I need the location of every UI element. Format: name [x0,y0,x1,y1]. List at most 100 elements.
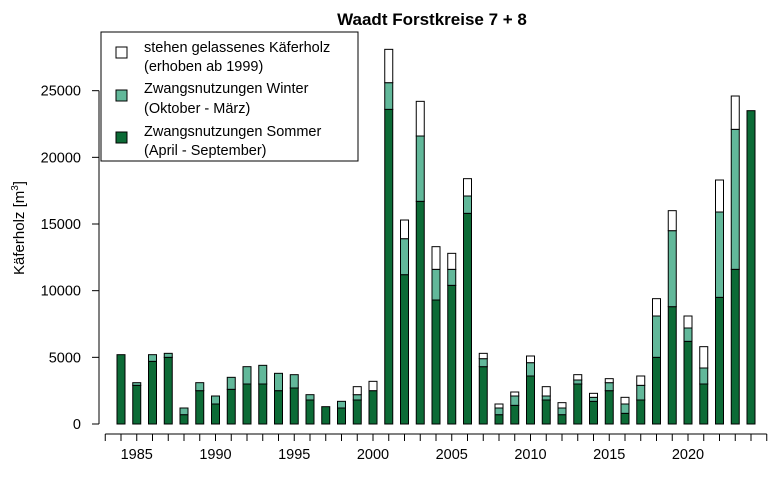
bar-standing-2016 [620,396,630,405]
bar-summer-1999 [352,399,362,425]
bar-summer-1998 [337,407,346,425]
bar-winter-2008 [494,407,504,416]
bar-summer-2013 [573,383,583,425]
bar-summer-2002 [400,274,409,425]
bar-winter-2011 [541,395,551,401]
legend-label-summer-line1: Zwangsnutzungen Sommer [144,124,321,140]
legend: stehen gelassenes Käferholz (erhoben ab … [100,31,359,162]
bar-winter-1999 [352,394,362,401]
bar-winter-2009 [510,395,520,406]
bar-summer-1990 [211,403,220,425]
x-tick-label-2015: 2015 [593,447,625,463]
y-tick-label-10000: 10000 [41,284,81,300]
bar-standing-2014 [589,392,598,398]
bar-winter-2007 [478,358,488,368]
legend-swatch-summer [115,131,128,144]
bar-winter-1991 [226,376,236,390]
bar-summer-2021 [699,383,709,425]
bar-standing-2008 [494,403,504,409]
bar-winter-2004 [431,268,441,301]
x-tick-label-1995: 1995 [278,447,310,463]
bar-summer-1987 [163,356,173,425]
bar-summer-2011 [541,399,551,425]
bar-summer-2000 [368,390,378,425]
bar-summer-2023 [730,268,740,425]
bar-winter-2001 [384,82,394,110]
bar-summer-1985 [132,384,142,425]
bar-winter-1993 [258,364,268,385]
bar-summer-2006 [463,212,472,425]
x-tick-label-2020: 2020 [672,447,704,463]
y-tick-label-20000: 20000 [41,150,81,166]
bar-summer-1997 [321,406,331,425]
x-tick-label-2005: 2005 [436,447,468,463]
bar-standing-2023 [730,95,740,130]
bar-summer-2017 [636,399,646,425]
x-tick-label-2010: 2010 [514,447,546,463]
bar-standing-2001 [384,48,394,84]
bar-winter-2013 [573,379,583,385]
bar-summer-1995 [289,387,299,425]
bar-summer-2010 [526,375,535,425]
bar-standing-2017 [636,375,646,386]
bar-series-group [116,48,756,425]
y-tick-label-5000: 5000 [49,350,81,366]
bar-winter-1994 [274,372,283,392]
bar-standing-2021 [699,346,709,369]
bar-summer-2003 [415,200,425,425]
y-axis-label-main: Käferholz [m [11,191,28,275]
bar-winter-2022 [715,211,724,298]
bar-summer-2024 [746,110,756,425]
bar-winter-2005 [447,268,457,286]
bar-winter-2012 [557,407,567,416]
legend-box [100,31,359,162]
bar-summer-1984 [116,354,126,425]
bar-winter-2003 [415,135,425,202]
bar-summer-2014 [589,400,598,425]
bar-winter-2020 [683,327,693,342]
bar-winter-1988 [179,407,189,416]
bar-standing-2000 [368,380,378,392]
x-tick-label-1990: 1990 [199,447,231,463]
bar-summer-2001 [384,108,394,425]
bar-winter-2002 [400,238,409,276]
bar-standing-2011 [541,386,551,397]
bar-standing-2002 [400,219,409,240]
y-axis-label-end: ] [11,181,28,185]
bar-standing-2009 [510,391,520,397]
y-axis-label: Käferholz [m3] [10,181,28,275]
bar-summer-2012 [557,414,567,425]
bar-winter-2014 [589,396,598,402]
x-tick-label-2000: 2000 [357,447,389,463]
bar-standing-2003 [415,100,425,137]
bar-summer-1991 [226,388,236,425]
y-tick-label-25000: 25000 [41,84,81,100]
bar-winter-1990 [211,395,220,405]
bar-winter-2006 [463,195,472,214]
bar-winter-2010 [526,362,535,377]
bar-winter-1995 [289,374,299,389]
bar-winter-1985 [132,382,142,386]
legend-label-standing-line1: stehen gelassenes Käferholz [144,40,330,56]
bar-standing-2007 [478,352,488,360]
bar-winter-1986 [148,354,157,362]
bar-standing-2015 [604,378,614,384]
bar-summer-2022 [715,296,724,425]
bar-winter-2021 [699,367,709,385]
bar-summer-2020 [683,340,693,425]
bar-summer-2018 [652,356,661,425]
bar-summer-2008 [494,414,504,425]
bar-summer-1996 [305,399,315,425]
bar-summer-2007 [478,366,488,425]
bar-summer-1988 [179,414,189,425]
bar-summer-2015 [604,390,614,425]
bar-summer-1993 [258,383,268,425]
bar-winter-2015 [604,382,614,392]
bar-winter-1992 [242,366,252,385]
axes-group: 0 5000 10000 15000 20000 25000 1985 1990 1995 200… [41,84,768,463]
bar-summer-1992 [242,383,252,425]
bar-summer-2004 [431,299,441,425]
bar-winter-1998 [337,400,346,409]
bar-summer-1989 [195,390,205,425]
legend-label-winter-line2: (Oktober - März) [144,101,250,117]
